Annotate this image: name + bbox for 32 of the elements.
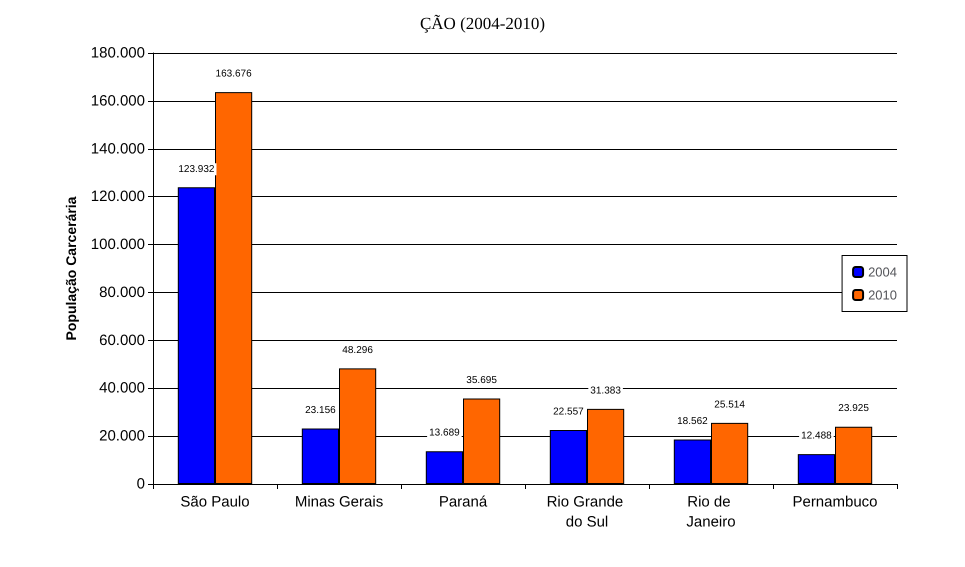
data-label: 23.156 (305, 405, 336, 416)
chart-title: ÇÃO (2004-2010) (420, 14, 546, 33)
x-tick-label: Rio de Janeiro (686, 494, 736, 530)
data-label: 23.925 (838, 403, 870, 414)
data-label: 123.932 (178, 164, 215, 175)
y-tick-label: 60.000 (99, 332, 145, 349)
data-label: 13.689 (429, 428, 460, 439)
y-tick-label: 0 (136, 476, 145, 492)
y-tick-label: 180.000 (90, 44, 145, 62)
y-tick-label: 100.000 (90, 236, 145, 254)
x-tick-label: Minas Gerais (294, 494, 384, 510)
y-tick-label: 20.000 (99, 428, 145, 445)
y-axis-title: População Carcerária (63, 196, 79, 340)
data-label: 22.557 (553, 406, 584, 418)
y-tick-label: 40.000 (99, 380, 145, 397)
x-tick-label: São Paulo (180, 494, 250, 510)
legend-label: 2004 (868, 264, 897, 280)
data-label: 12.488 (801, 430, 832, 442)
y-tick-label: 80.000 (99, 284, 145, 301)
x-tick-label: Pernambuco (792, 494, 878, 510)
y-tick-label: 160.000 (90, 92, 145, 110)
x-tick-label: Paraná (438, 494, 488, 510)
data-label: 18.562 (677, 416, 708, 428)
data-label: 31.383 (590, 385, 622, 396)
legend-label: 2010 (868, 288, 897, 302)
data-label: 48.296 (342, 344, 374, 356)
data-label: 35.695 (466, 375, 498, 386)
y-tick-label: 120.000 (90, 188, 145, 206)
y-tick-label: 140.000 (90, 140, 145, 158)
data-label: 25.514 (714, 399, 746, 410)
x-tick-label: Rio Grande do Sul (546, 494, 628, 530)
data-label: 163.676 (216, 68, 252, 80)
